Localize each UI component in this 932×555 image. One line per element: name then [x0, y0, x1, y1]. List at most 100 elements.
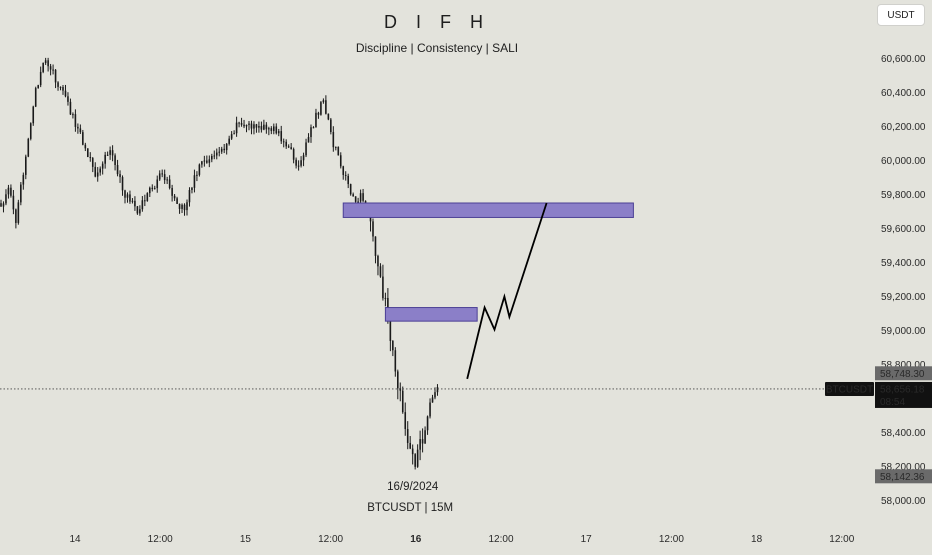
- candle-body: [57, 82, 59, 87]
- candle-body: [42, 63, 44, 72]
- x-tick-label: 14: [69, 534, 81, 545]
- candle-body: [248, 123, 250, 125]
- candle-body: [134, 200, 136, 207]
- candle-body: [89, 157, 92, 159]
- candle-body: [228, 138, 230, 144]
- y-tick-label: 58,000.00: [881, 496, 926, 507]
- candle-body: [238, 122, 240, 124]
- candle-body: [49, 66, 52, 70]
- candle-body: [352, 194, 354, 197]
- candle-body: [163, 174, 166, 181]
- candle-body: [168, 179, 171, 189]
- candle-body: [156, 179, 159, 189]
- candle-body: [82, 132, 84, 145]
- projection-path[interactable]: [466, 202, 548, 380]
- currency-button[interactable]: USDT: [877, 4, 925, 26]
- candle-body: [275, 126, 278, 134]
- supply-zone-lower[interactable]: [384, 307, 478, 322]
- candle-body: [312, 127, 315, 129]
- candle-body: [359, 193, 362, 202]
- candle-body: [22, 174, 25, 185]
- supply-zone-upper[interactable]: [342, 202, 634, 218]
- candle-body: [320, 102, 322, 115]
- candle-body: [218, 151, 221, 153]
- candle-body: [243, 124, 245, 127]
- candle-body: [64, 90, 67, 97]
- candle-body: [59, 86, 62, 88]
- candle-body: [270, 128, 273, 132]
- candle-body: [27, 138, 30, 157]
- candle-body: [79, 128, 82, 133]
- candle-body: [290, 147, 292, 150]
- candle-body: [32, 106, 35, 124]
- candle-body: [173, 195, 176, 199]
- symbol-tag: [825, 381, 874, 396]
- candle-body: [52, 69, 54, 71]
- candle-body: [153, 188, 156, 190]
- candle-body: [342, 166, 345, 175]
- candle-body: [206, 160, 208, 163]
- candle-body: [322, 100, 325, 103]
- x-tick-label: 12:00: [488, 534, 513, 545]
- candle-body: [315, 112, 317, 128]
- candle-body: [268, 128, 270, 130]
- candle-body: [121, 177, 124, 191]
- y-tick-label: 59,200.00: [881, 292, 926, 303]
- candle-body: [20, 184, 22, 203]
- candle-body: [325, 100, 327, 114]
- candle-body: [335, 146, 337, 148]
- candle-body: [300, 160, 302, 166]
- candle-body: [191, 187, 193, 191]
- candle-body: [240, 123, 243, 125]
- candle-body: [136, 206, 139, 214]
- candle-body: [15, 209, 17, 223]
- chart-subtitle: Discipline | Consistency | SALI: [355, 41, 519, 55]
- symbol-tag-label: BTCUSDT: [826, 384, 873, 395]
- candle-body: [349, 184, 352, 195]
- candle-body: [126, 194, 129, 198]
- candle-body: [431, 397, 434, 403]
- candle-body: [188, 190, 191, 203]
- candle-body: [149, 187, 151, 194]
- candle-body: [17, 202, 20, 223]
- candle-body: [347, 175, 349, 185]
- candle-body: [377, 255, 379, 267]
- candle-body: [409, 442, 411, 449]
- candle-body: [280, 131, 283, 142]
- current-price-label: 58,656.18: [880, 384, 925, 395]
- candle-body: [302, 155, 305, 161]
- candle-body: [230, 134, 233, 139]
- candle-body: [357, 201, 359, 203]
- candle-body: [426, 416, 429, 431]
- candle-body: [421, 439, 424, 444]
- candle-body: [39, 71, 42, 86]
- candle-body: [129, 194, 131, 202]
- annotation-date: 16/9/2024: [387, 481, 439, 493]
- candle-body: [203, 160, 206, 162]
- y-tick-label: 60,200.00: [881, 122, 926, 133]
- x-tick-label: 16: [410, 534, 422, 545]
- candle-body: [96, 172, 99, 177]
- candle-body: [327, 113, 330, 120]
- candle-body: [411, 448, 414, 455]
- candle-body: [273, 126, 275, 132]
- candle-body: [34, 88, 37, 107]
- lower-price-marker: [875, 469, 932, 484]
- candle-body: [362, 193, 364, 201]
- candle-body: [379, 266, 382, 277]
- candle-body: [91, 158, 94, 167]
- candle-body: [186, 202, 188, 211]
- chart-title: D I F H: [384, 12, 490, 32]
- candle-body: [295, 159, 297, 166]
- candle-body: [139, 209, 141, 214]
- candle-body: [62, 87, 64, 91]
- candle-body: [220, 148, 223, 152]
- candle-body: [337, 146, 340, 156]
- candle-body: [72, 114, 74, 116]
- upper-price-marker-label: 58,748.30: [880, 369, 925, 380]
- x-tick-label: 17: [581, 534, 593, 545]
- candle-body: [424, 430, 426, 444]
- candle-body: [277, 131, 280, 134]
- candle-body: [0, 203, 2, 207]
